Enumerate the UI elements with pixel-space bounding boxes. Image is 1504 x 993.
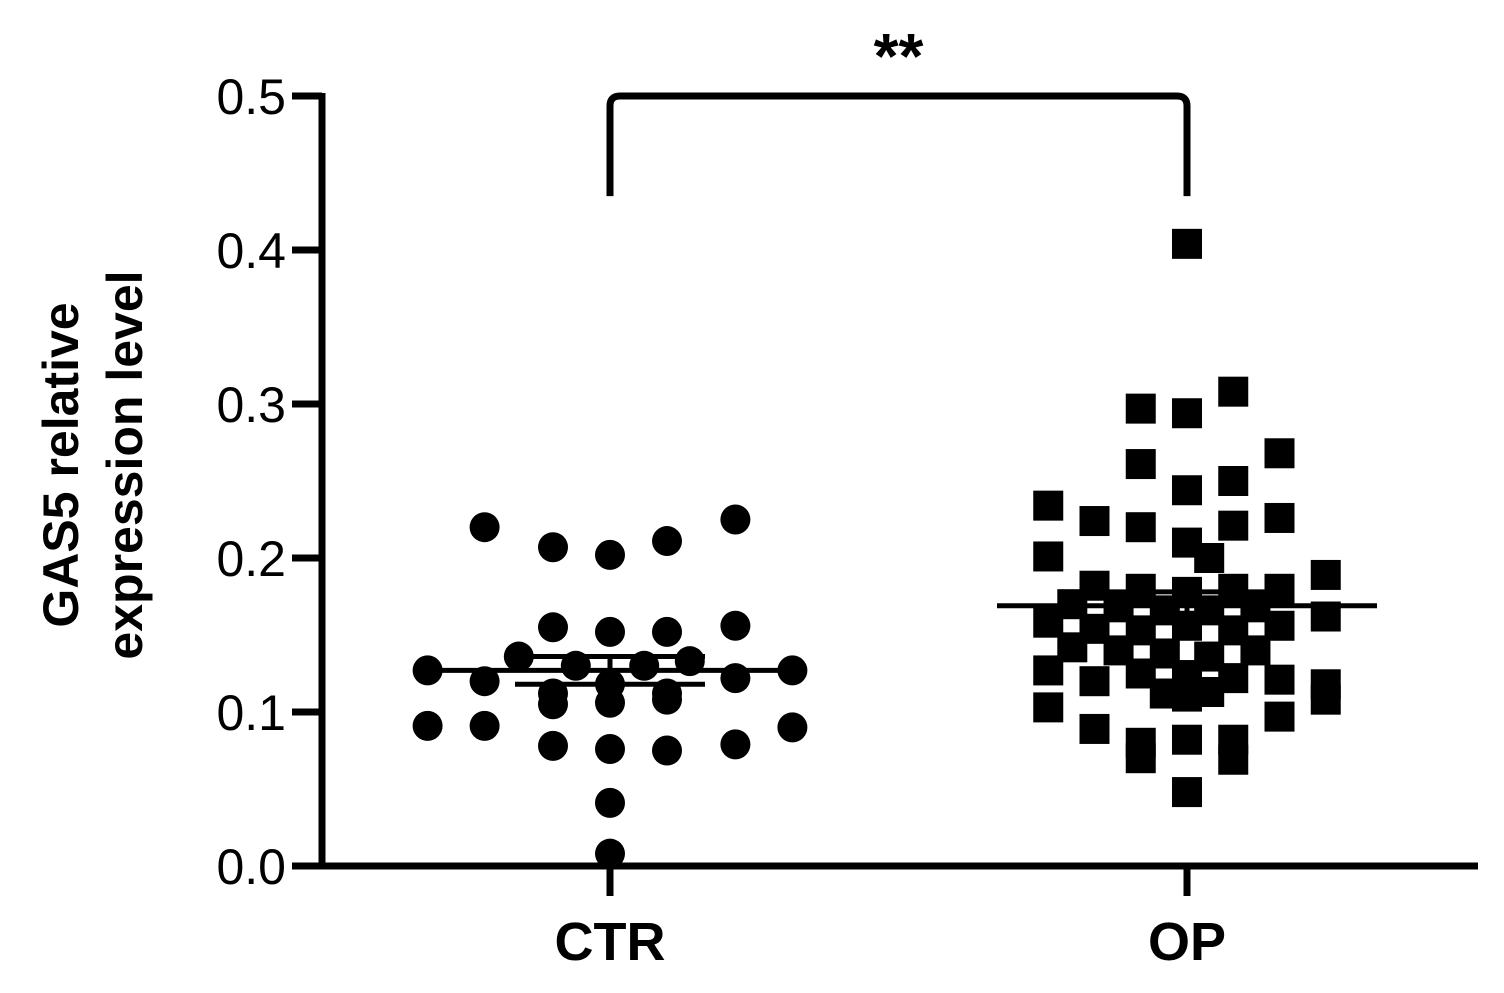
op-data-point	[1194, 676, 1225, 707]
op-data-point	[1079, 666, 1110, 697]
y-tick-label: 0.3	[216, 377, 286, 433]
ctr-data-point	[538, 689, 568, 720]
op-data-point	[1033, 490, 1064, 521]
op-data-point	[1172, 398, 1202, 429]
op-data-point	[1125, 512, 1156, 543]
op-data-point	[1033, 655, 1064, 686]
x-category-label: CTR	[555, 912, 666, 972]
x-category-label: OP	[1148, 912, 1226, 972]
ctr-data-point	[720, 663, 751, 694]
op-data-point	[1218, 376, 1249, 407]
ctr-data-point	[595, 687, 625, 718]
x-axis-categories: CTR OP	[555, 866, 1226, 972]
y-tick-label: 0.4	[216, 223, 286, 279]
op-data-point	[1172, 228, 1202, 259]
ctr-data-point	[595, 539, 625, 570]
op-data-point	[1264, 502, 1295, 533]
ctr-data-point	[538, 730, 568, 761]
ctr-data-point	[720, 729, 751, 760]
mean-sem-bars	[420, 589, 1377, 687]
ctr-data-point	[595, 838, 625, 869]
ctr-data-point	[720, 504, 751, 535]
ctr-data-point	[652, 684, 682, 715]
op-data-point	[1194, 543, 1225, 573]
bracket-line	[606, 92, 1191, 197]
y-tick-label: 0.2	[216, 531, 286, 587]
y-axis-label: GAS5 relative expression level	[33, 270, 153, 659]
op-data-point	[1079, 506, 1110, 537]
ctr-data-point	[652, 735, 682, 766]
data-points	[412, 228, 1341, 869]
ctr-data-point	[777, 712, 808, 743]
op-data-point	[1125, 449, 1156, 480]
op-data-point	[1218, 744, 1249, 775]
op-data-point	[1172, 724, 1202, 755]
op-data-point	[1264, 701, 1295, 732]
ctr-data-point	[469, 666, 500, 697]
ctr-data-point	[538, 612, 568, 643]
ctr-data-point	[469, 710, 500, 741]
y-axis-label-line-1: GAS5 relative	[33, 302, 89, 627]
ctr-data-point	[652, 616, 682, 647]
op-data-point	[1079, 713, 1110, 744]
op-data-point	[1218, 510, 1249, 541]
y-axis-label-line-2: expression level	[97, 270, 153, 659]
ctr-data-point	[652, 526, 682, 557]
significance-label: **	[874, 20, 924, 92]
ctr-data-point	[469, 512, 500, 543]
ctr-data-point	[595, 616, 625, 647]
ctr-data-point	[595, 733, 625, 764]
ctr-data-point	[538, 532, 568, 563]
op-data-point	[1240, 635, 1271, 666]
op-data-point	[1172, 777, 1202, 808]
ctr-data-point	[595, 787, 625, 818]
op-data-point	[1264, 664, 1295, 695]
ctr-data-point	[720, 610, 751, 641]
op-data-point	[1172, 475, 1202, 506]
y-tick-label: 0.1	[216, 685, 286, 741]
op-data-point	[1033, 692, 1064, 723]
ctr-data-point	[412, 710, 443, 741]
y-axis-ticks: 0.0 0.1 0.2 0.3 0.4 0.5	[216, 69, 322, 895]
op-data-point	[1125, 743, 1156, 774]
op-data-point	[1033, 541, 1064, 572]
op-data-point	[1264, 438, 1295, 469]
y-tick-label: 0.0	[216, 839, 286, 895]
y-tick-label: 0.5	[216, 69, 286, 125]
significance-bracket: **	[606, 20, 1191, 197]
op-data-point	[1125, 393, 1156, 424]
axes	[318, 93, 1478, 870]
op-data-point	[1218, 466, 1249, 496]
op-data-point	[1310, 684, 1341, 715]
op-data-point	[1310, 559, 1341, 590]
